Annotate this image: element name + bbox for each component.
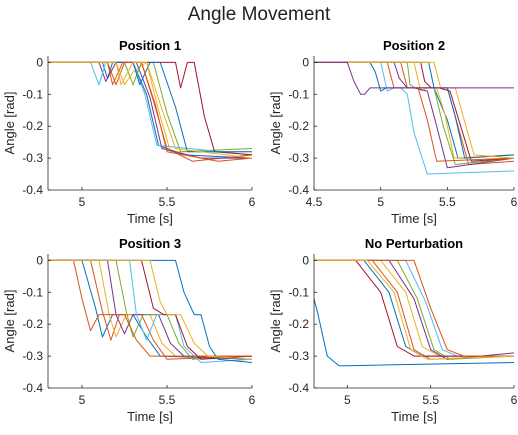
y-tick-label: -0.3 bbox=[22, 349, 43, 363]
y-tick-label: -0.2 bbox=[288, 119, 309, 133]
series-group bbox=[314, 260, 514, 365]
series-line bbox=[314, 260, 514, 359]
x-tick-label: 5 bbox=[377, 195, 384, 209]
series-line bbox=[48, 260, 252, 359]
series-line bbox=[314, 62, 514, 158]
x-tick-label: 6 bbox=[249, 393, 256, 407]
y-tick-label: -0.4 bbox=[22, 183, 43, 197]
y-tick-label: -0.2 bbox=[288, 317, 309, 331]
series-line bbox=[314, 62, 514, 161]
subplot-3: 5 5.5 6 0 -0.1 -0.2 -0.3 -0.4 Position 3 Time [s]… bbox=[2, 236, 256, 424]
subplot-title: No Perturbation bbox=[365, 236, 463, 251]
series-line bbox=[48, 260, 252, 359]
x-tick-label: 5 bbox=[79, 393, 86, 407]
x-tick-label: 6 bbox=[249, 195, 256, 209]
series-line bbox=[48, 260, 252, 362]
y-tick-label: -0.2 bbox=[22, 317, 43, 331]
x-tick-label: 6 bbox=[511, 393, 518, 407]
series-line bbox=[314, 260, 514, 356]
series-group bbox=[314, 62, 514, 174]
y-axis-label: Angle [rad] bbox=[268, 290, 283, 353]
series-group bbox=[48, 62, 252, 161]
series-line bbox=[48, 260, 252, 359]
x-tick-label: 6 bbox=[511, 195, 518, 209]
y-axis-label: Angle [rad] bbox=[2, 290, 17, 353]
x-axis-label: Time [s] bbox=[391, 409, 437, 424]
series-line bbox=[48, 260, 252, 359]
series-line bbox=[314, 62, 514, 158]
series-line bbox=[48, 260, 252, 359]
x-tick-label: 5.5 bbox=[159, 393, 176, 407]
x-tick-label: 4.5 bbox=[306, 195, 323, 209]
subplot-4: 5 5.5 6 0 -0.1 -0.2 -0.3 -0.4 No Perturbation Tim… bbox=[268, 236, 518, 424]
series-group bbox=[48, 260, 252, 362]
series-line bbox=[314, 260, 514, 359]
x-tick-label: 5.5 bbox=[422, 393, 439, 407]
y-tick-label: -0.1 bbox=[288, 285, 309, 299]
x-axis-label: Time [s] bbox=[391, 211, 437, 226]
subplot-title: Position 3 bbox=[119, 236, 181, 251]
subplot-1: 5 5.5 6 0 -0.1 -0.2 -0.3 -0.4 Position 1 Time [s]… bbox=[2, 38, 256, 226]
series-line bbox=[314, 62, 514, 158]
y-axis-label: Angle [rad] bbox=[268, 92, 283, 155]
x-tick-label: 5 bbox=[79, 195, 86, 209]
y-tick-label: 0 bbox=[302, 55, 309, 69]
y-tick-label: -0.4 bbox=[288, 183, 309, 197]
series-line bbox=[48, 260, 252, 359]
series-line bbox=[314, 260, 514, 359]
y-tick-label: 0 bbox=[36, 253, 43, 267]
y-tick-label: -0.1 bbox=[288, 87, 309, 101]
series-line bbox=[314, 62, 514, 94]
series-line bbox=[314, 62, 514, 164]
y-tick-label: -0.4 bbox=[288, 381, 309, 395]
series-line bbox=[314, 62, 514, 164]
series-line bbox=[314, 260, 514, 356]
x-tick-label: 5.5 bbox=[159, 195, 176, 209]
x-axis-label: Time [s] bbox=[127, 409, 173, 424]
y-axis-label: Angle [rad] bbox=[2, 92, 17, 155]
y-tick-label: -0.3 bbox=[288, 151, 309, 165]
series-line bbox=[314, 62, 514, 167]
y-tick-label: 0 bbox=[36, 55, 43, 69]
y-tick-label: -0.1 bbox=[22, 87, 43, 101]
y-tick-label: -0.3 bbox=[22, 151, 43, 165]
y-tick-label: -0.2 bbox=[22, 119, 43, 133]
x-tick-label: 5.5 bbox=[439, 195, 456, 209]
y-tick-label: -0.4 bbox=[22, 381, 43, 395]
subplot-title: Position 2 bbox=[383, 38, 445, 53]
x-axis-label: Time [s] bbox=[127, 211, 173, 226]
y-tick-label: -0.3 bbox=[288, 349, 309, 363]
subplot-2: 4.5 5 5.5 6 0 -0.1 -0.2 -0.3 -0.4 Position 2 Time … bbox=[268, 38, 518, 226]
series-line bbox=[314, 260, 514, 356]
y-tick-label: 0 bbox=[302, 253, 309, 267]
subplot-title: Position 1 bbox=[119, 38, 181, 53]
series-line bbox=[314, 62, 514, 158]
series-line bbox=[314, 260, 514, 356]
series-line bbox=[314, 260, 514, 359]
x-tick-label: 5 bbox=[344, 393, 351, 407]
series-line bbox=[48, 260, 252, 362]
series-line bbox=[314, 260, 514, 356]
y-tick-label: -0.1 bbox=[22, 285, 43, 299]
series-line bbox=[314, 62, 514, 161]
